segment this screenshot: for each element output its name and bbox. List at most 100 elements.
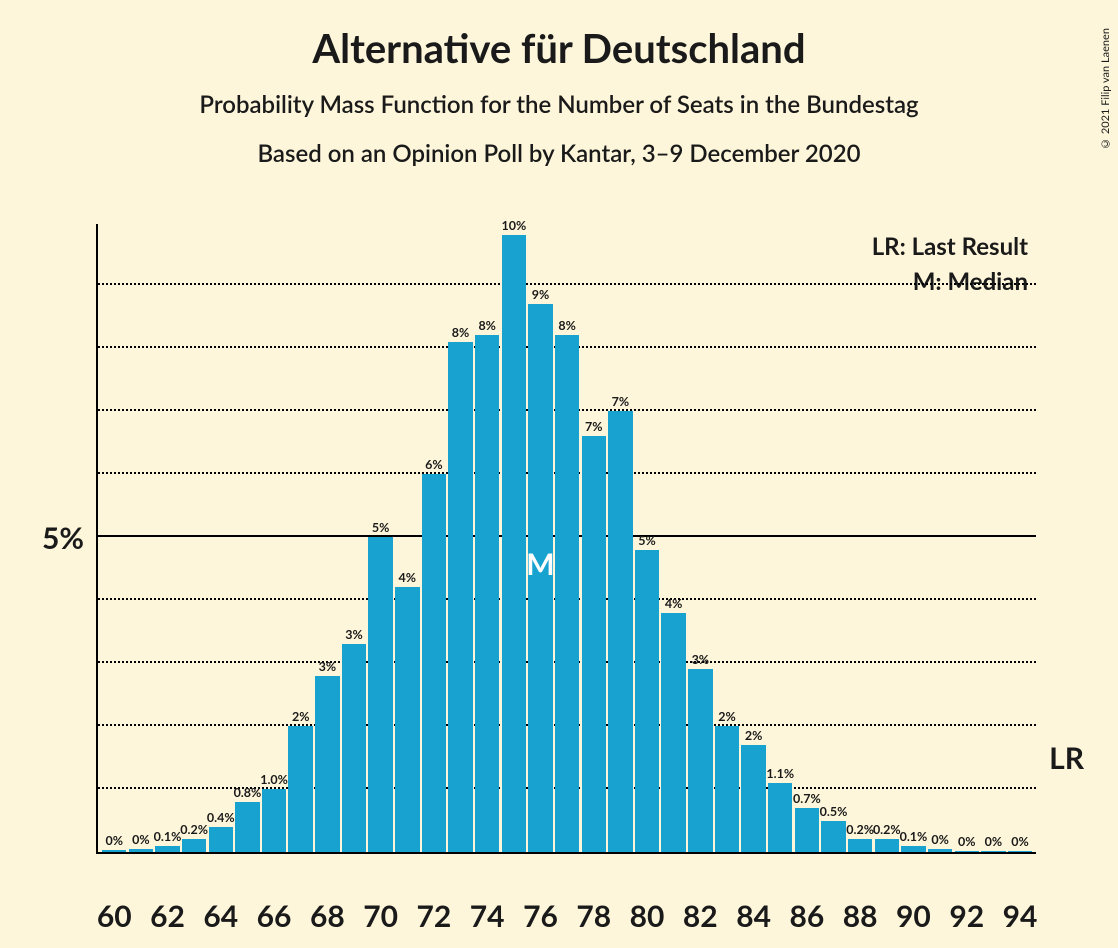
bar: 0.1% <box>901 846 925 852</box>
bar: 4% <box>395 587 419 852</box>
bar-fill <box>715 726 739 852</box>
bar-fill <box>395 587 419 852</box>
bar-fill <box>502 235 526 852</box>
bar: 0.2% <box>182 839 206 852</box>
bar-value-label: 0.1% <box>154 829 182 844</box>
bar: 0% <box>129 849 153 852</box>
bar-value-label: 5% <box>638 533 656 548</box>
bar-value-label: 0% <box>132 832 150 847</box>
bar-value-label: 0.2% <box>846 822 874 837</box>
bar: 0% <box>955 851 979 852</box>
bar-fill <box>209 827 233 852</box>
x-tick-label: 76 <box>523 898 558 934</box>
bar-fill <box>981 851 1005 852</box>
bar-fill <box>1008 851 1032 852</box>
x-tick-label: 78 <box>576 898 611 934</box>
bar: 2% <box>741 745 765 852</box>
x-tick-label: 84 <box>736 898 771 934</box>
bar-value-label: 0.7% <box>793 791 821 806</box>
bar-value-label: 0.4% <box>207 810 235 825</box>
bar-value-label: 1.1% <box>766 766 794 781</box>
bar-fill <box>901 846 925 852</box>
bar: 2% <box>288 726 312 852</box>
x-tick-label: 80 <box>630 898 665 934</box>
bar: 8% <box>448 342 472 852</box>
bar-value-label: 8% <box>452 325 470 340</box>
x-tick-label: 88 <box>843 898 878 934</box>
x-tick-label: 60 <box>97 898 132 934</box>
x-tick-label: 62 <box>150 898 185 934</box>
x-tick-label: 74 <box>470 898 505 934</box>
bar-value-label: 0% <box>985 834 1003 849</box>
bar: 0% <box>102 850 126 852</box>
bar: 5% <box>368 537 392 852</box>
bar: 0% <box>1008 851 1032 852</box>
bar: 0.7% <box>795 808 819 852</box>
bar: 5% <box>635 550 659 852</box>
bar: 0.4% <box>209 827 233 852</box>
bar: 3% <box>315 676 339 852</box>
bar-value-label: 1.0% <box>260 772 288 787</box>
bar: 0.8% <box>235 802 259 852</box>
bar: 1.1% <box>768 783 792 852</box>
copyright-text: © 2021 Filip van Laenen <box>1099 28 1112 150</box>
bar: 0% <box>928 849 952 852</box>
bar-fill <box>688 669 712 852</box>
bar-value-label: 0% <box>1011 834 1029 849</box>
bar-fill <box>155 846 179 852</box>
bar-fill <box>129 849 153 852</box>
chart-subtitle-1: Probability Mass Function for the Number… <box>0 90 1118 119</box>
x-tick-label: 68 <box>310 898 345 934</box>
bars-container: 0%0%0.1%0.2%0.4%0.8%1.0%2%3%3%5%4%6%8%8%… <box>102 224 1032 852</box>
bar-value-label: 3% <box>319 659 337 674</box>
bar-fill <box>342 644 366 852</box>
bar-value-label: 6% <box>425 457 443 472</box>
bar-fill <box>315 676 339 852</box>
bar-fill <box>235 802 259 852</box>
bar-fill <box>768 783 792 852</box>
bar: 2% <box>715 726 739 852</box>
chart-title: Alternative für Deutschland <box>0 24 1118 72</box>
chart-area: LR: Last Result M: Median 5% LR 0%0%0.1%… <box>96 224 1088 924</box>
bar-value-label: 0.2% <box>873 822 901 837</box>
x-tick-label: 92 <box>949 898 984 934</box>
bar: 8% <box>475 335 499 852</box>
bar-value-label: 4% <box>665 596 683 611</box>
bar-value-label: 0.1% <box>900 829 928 844</box>
bar-fill <box>475 335 499 852</box>
bar-value-label: 0.8% <box>234 785 262 800</box>
bar-fill <box>661 613 685 852</box>
lr-axis-marker: LR <box>1049 740 1084 776</box>
bar: 0.2% <box>875 839 899 852</box>
bar-value-label: 2% <box>718 709 736 724</box>
bar: 7% <box>582 436 606 852</box>
bar-value-label: 9% <box>532 287 550 302</box>
bar-fill <box>795 808 819 852</box>
bar-value-label: 0.2% <box>180 822 208 837</box>
bar-fill <box>635 550 659 852</box>
bar-fill <box>955 851 979 852</box>
bar-value-label: 3% <box>345 627 363 642</box>
bar: 1.0% <box>262 789 286 852</box>
bar: 6% <box>422 474 446 852</box>
x-tick-label: 64 <box>203 898 238 934</box>
x-tick-label: 70 <box>363 898 398 934</box>
bar-fill <box>368 537 392 852</box>
bar-fill <box>741 745 765 852</box>
bar-fill <box>262 789 286 852</box>
y-axis-label-5pct: 5% <box>42 520 84 556</box>
bar: 0.2% <box>848 839 872 852</box>
x-tick-label: 90 <box>896 898 931 934</box>
bar: 9%M <box>528 304 552 852</box>
x-tick-label: 82 <box>683 898 718 934</box>
bar-value-label: 3% <box>692 652 710 667</box>
bar-value-label: 8% <box>478 318 496 333</box>
chart-subtitle-2: Based on an Opinion Poll by Kantar, 3–9 … <box>0 139 1118 168</box>
bar-value-label: 7% <box>585 419 603 434</box>
bar: 7% <box>608 411 632 852</box>
x-tick-label: 86 <box>789 898 824 934</box>
bar: 3% <box>342 644 366 852</box>
x-tick-label: 66 <box>257 898 292 934</box>
x-tick-label: 72 <box>417 898 452 934</box>
bar: 8% <box>555 335 579 852</box>
